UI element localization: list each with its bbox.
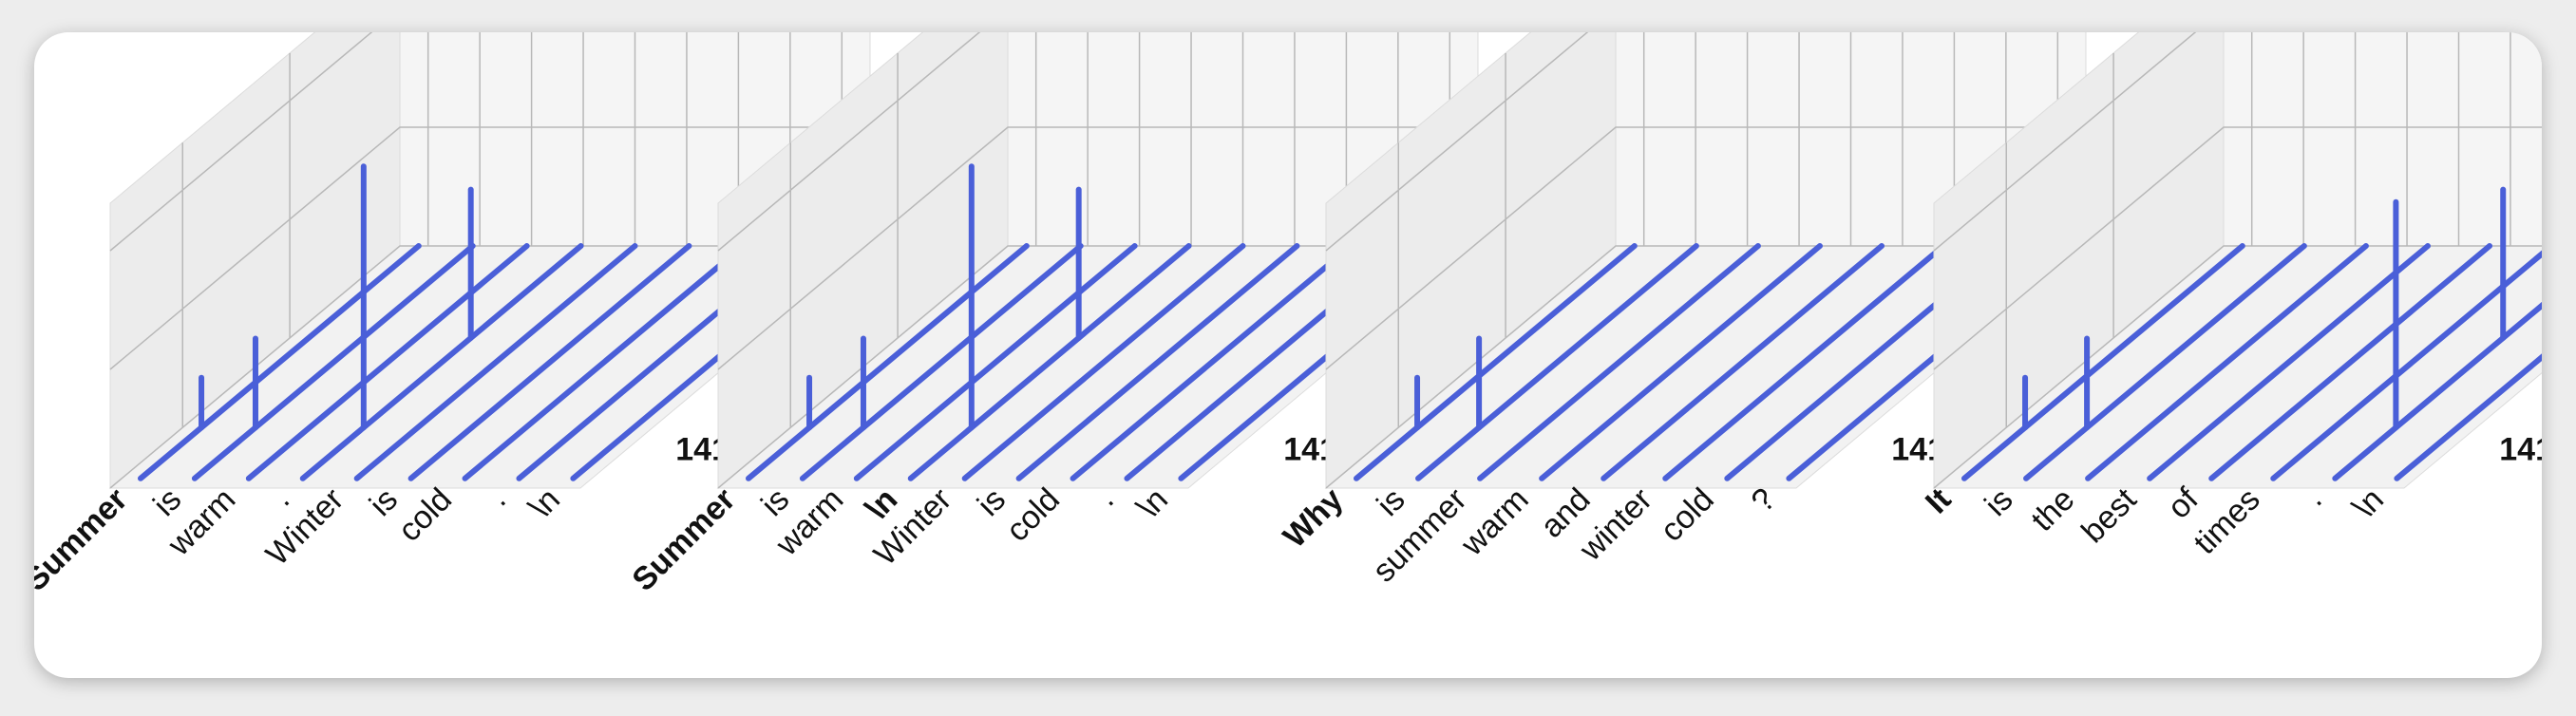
token-series-line — [1662, 243, 1947, 481]
token-label: Summer — [34, 481, 134, 598]
token-series-line — [245, 243, 530, 481]
back-wall-pane — [2223, 32, 2542, 247]
token-label: warm — [1453, 481, 1535, 563]
token-label: best — [2074, 480, 2144, 550]
token-label: cold — [999, 481, 1067, 549]
token-series-line — [1477, 243, 1761, 481]
z-gridline — [1325, 32, 1589, 252]
z-gridline — [1325, 245, 2086, 489]
token-label: Why — [1277, 481, 1351, 556]
token-series-line — [1601, 243, 1885, 481]
z-gridline — [717, 126, 1478, 370]
token-series-line — [853, 243, 1138, 481]
token-series-line — [1961, 243, 2245, 481]
token-label: winter — [1572, 481, 1659, 569]
token-series-line — [191, 243, 476, 481]
token-series-line — [1070, 243, 1354, 481]
token-series-line — [1539, 243, 1823, 481]
y-tick-label: 1415 — [2499, 431, 2542, 467]
token-series-line — [907, 243, 1192, 481]
z-gridline — [717, 245, 1478, 489]
z-gridline — [1933, 126, 2542, 370]
token-label: cold — [391, 481, 459, 549]
token-series-line — [407, 243, 692, 481]
token-series-line — [2208, 243, 2493, 481]
z-gridline — [1933, 245, 2542, 489]
z-gridline — [1933, 32, 2197, 252]
token-series-line — [2023, 243, 2307, 481]
token-series-line — [746, 243, 1030, 481]
token-label: times — [2187, 481, 2266, 561]
z-gridline — [109, 32, 373, 252]
token-series-line — [2394, 353, 2542, 481]
token-series-line — [1354, 243, 1638, 481]
token-series-line — [961, 243, 1246, 481]
token-label: Summer — [625, 481, 742, 598]
token-series-line — [799, 243, 1084, 481]
token-series-line — [2332, 301, 2542, 481]
z-gridline — [109, 126, 870, 370]
token-series-line — [1415, 243, 1699, 481]
token-series-line — [353, 243, 638, 481]
z-gridline — [717, 32, 981, 252]
token-series-line — [2147, 243, 2431, 481]
figure-card: 01k2k14152533Summeriswarm.Winteriscold.\… — [34, 32, 2542, 678]
token-series-line — [138, 243, 422, 481]
figure-svg: 01k2k14152533Summeriswarm.Winteriscold.\… — [34, 32, 2542, 598]
token-label: cold — [1654, 481, 1721, 549]
token-series-line — [2085, 243, 2369, 481]
token-label: the — [2024, 481, 2081, 538]
token-series-line — [1015, 243, 1300, 481]
z-gridline — [1325, 126, 2086, 370]
token-series-line — [299, 243, 584, 481]
chart-panel-3: 01k2k14152533Whyissummerwarmandwintercol… — [1277, 32, 2138, 589]
z-gridline — [109, 245, 870, 489]
token-series-line — [462, 243, 747, 481]
